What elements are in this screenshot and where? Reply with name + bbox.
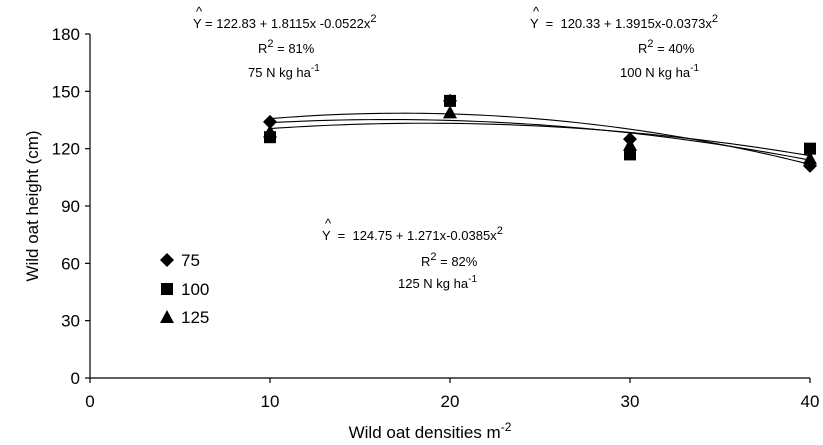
annotation-100-equation: Y = 120.33 + 1.3915x-0.0373x2: [530, 13, 718, 31]
x-tick-label: 10: [261, 392, 280, 411]
legend-marker-triangle: [160, 310, 174, 323]
annotation-75-hat: ^: [196, 4, 203, 19]
legend-marker-square: [161, 283, 173, 295]
y-tick-label: 0: [71, 369, 80, 388]
data-point-125: [803, 151, 817, 165]
legend-label-75: 75: [181, 251, 200, 270]
x-tick-label: 40: [801, 392, 820, 411]
annotation-100-hat: ^: [533, 4, 540, 19]
y-tick-label: 150: [52, 82, 80, 101]
annotation-100: ^ Y = 120.33 + 1.3915x-0.0373x2 R2 = 40%…: [530, 4, 718, 80]
annotation-75-dose: 75 N kg ha-1: [248, 63, 320, 80]
annotation-125-dose: 125 N kg ha-1: [398, 274, 477, 291]
data-point-125: [623, 137, 637, 151]
x-tick-label: 30: [621, 392, 640, 411]
fit-curve-125: [269, 118, 811, 161]
annotation-125-equation: Y = 124.75 + 1.271x-0.0385x2: [322, 225, 503, 243]
x-tick-label: 0: [85, 392, 94, 411]
annotation-75-r2: R2 = 81%: [258, 38, 315, 56]
y-tick-label: 90: [61, 197, 80, 216]
legend-item-100: 100: [161, 280, 209, 299]
x-tick-label: 20: [441, 392, 460, 411]
annotation-75: ^ Y = 122.83 + 1.8115x -0.0522x2 R2 = 81…: [193, 4, 376, 80]
legend-marker-diamond: [160, 253, 174, 267]
annotation-125: ^ Y = 124.75 + 1.271x-0.0385x2 R2 = 82% …: [322, 216, 503, 291]
data-point-75: [263, 114, 277, 129]
legend-item-75: 75: [160, 251, 200, 270]
y-tick-label: 180: [52, 25, 80, 44]
data-point-125: [263, 124, 277, 138]
annotation-100-dose: 100 N kg ha-1: [620, 63, 699, 80]
data-point-125: [443, 105, 457, 119]
legend: 75 100 125: [160, 251, 209, 327]
legend-label-125: 125: [181, 308, 209, 327]
annotation-100-r2: R2 = 40%: [638, 38, 695, 56]
data-point-100: [444, 94, 456, 107]
data-point-100: [624, 148, 636, 161]
annotation-75-equation: Y = 122.83 + 1.8115x -0.0522x2: [193, 13, 376, 31]
y-tick-label: 60: [61, 254, 80, 273]
legend-item-125: 125: [160, 308, 209, 327]
annotation-125-hat: ^: [325, 216, 332, 231]
fit-curve-100: [269, 122, 811, 157]
x-axis-title: Wild oat densities m-2: [349, 420, 512, 442]
annotation-125-r2: R2 = 82%: [421, 251, 478, 269]
legend-label-100: 100: [181, 280, 209, 299]
y-axis-title: Wild oat height (cm): [23, 130, 42, 281]
data-point-100: [804, 142, 816, 155]
y-tick-label: 30: [61, 312, 80, 331]
fit-curve-75: [269, 112, 811, 165]
y-tick-label: 120: [52, 140, 80, 159]
